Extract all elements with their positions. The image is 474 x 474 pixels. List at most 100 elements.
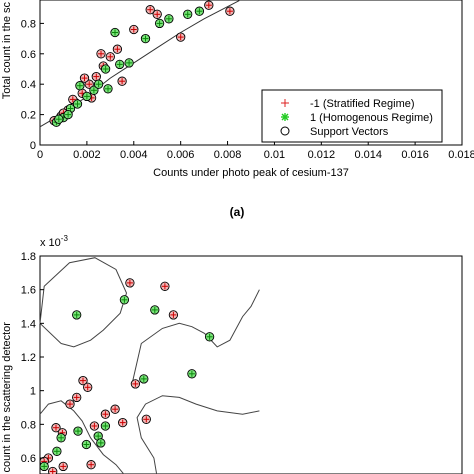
chart-b-point <box>110 404 120 414</box>
chart-a-x-tick-label: 0.018 <box>448 149 474 161</box>
chart-b-point <box>139 374 149 384</box>
chart-b-y-tick-label: 1 <box>30 386 36 398</box>
chart-b-point <box>86 460 96 470</box>
chart-b-point <box>168 310 179 320</box>
chart-b-point <box>119 295 130 305</box>
chart-a-x-tick-label: 0.016 <box>401 149 429 161</box>
chart-b-y-tick-label: 0.8 <box>21 419 36 431</box>
chart-b-point <box>72 310 82 320</box>
chart-a-point <box>103 84 113 94</box>
chart-a-y-tick-label: 0.2 <box>21 110 36 122</box>
chart-b-point <box>51 423 61 433</box>
chart-b-point <box>81 439 92 450</box>
chart-b-point <box>125 278 135 288</box>
chart-b-y-axis-label: l count in the scattering detector <box>1 322 13 474</box>
chart-a-point <box>54 114 64 124</box>
chart-b-y-tick-label: 1.2 <box>21 352 36 364</box>
chart-a-x-axis-label: Counts under photo peak of cesium-137 <box>153 167 349 179</box>
chart-b-multiplier: x 10-3 <box>40 234 68 249</box>
chart-a-point <box>194 6 205 16</box>
chart-b-point <box>160 281 170 291</box>
chart-a-point <box>79 73 90 83</box>
chart-a-point <box>225 6 235 16</box>
chart-a-point <box>164 14 174 24</box>
chart-b-point <box>72 392 82 403</box>
chart-b-point <box>100 421 111 431</box>
chart-b-point <box>187 369 197 379</box>
legend-label-homogenous: 1 (Homogenous Regime) <box>310 112 433 124</box>
legend-entry-support-vectors: Support Vectors <box>280 126 389 138</box>
chart-b-boundary-curve <box>136 395 260 474</box>
chart-b-point <box>39 461 49 472</box>
chart-b-y-tick-label: 1.8 <box>21 251 36 263</box>
chart-b-point <box>83 382 93 392</box>
chart-a-y-axis-label: Total count in the sc <box>1 2 13 100</box>
chart-a-point <box>176 32 186 42</box>
chart-b-point <box>150 305 160 315</box>
chart-b-point <box>118 417 128 428</box>
chart-b-point <box>56 433 66 443</box>
chart-a-legend: -1 (Stratified Regime) 1 (Homogenous Reg… <box>261 89 443 143</box>
panel-label: (a) <box>230 205 245 219</box>
chart-a-x-tick-label: 0.008 <box>214 149 242 161</box>
chart-a-point <box>75 81 85 91</box>
chart-a-y-tick-label: 0.6 <box>21 49 36 61</box>
legend-entry-homogenous: 1 (Homogenous Regime) <box>281 112 433 124</box>
chart-a-point <box>63 109 73 120</box>
chart-a-point <box>91 71 101 82</box>
chart-a-y-ticks: 0 0.2 0.4 0.6 0.8 <box>21 18 44 152</box>
chart-a-y-tick-label: 0.8 <box>21 18 36 30</box>
chart-a-point <box>100 64 111 74</box>
chart-a-point <box>82 91 92 102</box>
chart-b-y-tick-label: 0.6 <box>21 453 36 465</box>
chart-a-x-tick-label: 0.01 <box>264 149 285 161</box>
chart-a-point <box>96 49 106 59</box>
chart-b-point <box>78 375 88 386</box>
chart-b-point <box>58 461 68 472</box>
chart-a-x-tick-label: 0.004 <box>120 149 148 161</box>
chart-b-decision-boundaries <box>39 257 260 474</box>
chart-a-point <box>89 85 99 95</box>
chart-b-point <box>89 421 100 431</box>
chart-b-y-tick-label: 1.4 <box>21 318 36 330</box>
legend-marker-red-plus <box>281 99 289 107</box>
legend-label-support-vectors: Support Vectors <box>310 126 389 138</box>
chart-a-point <box>124 58 134 68</box>
chart-a-point <box>204 0 214 10</box>
legend-label-stratified: -1 (Stratified Regime) <box>310 98 415 110</box>
legend-marker-green-star <box>281 113 289 121</box>
chart-b-marks <box>39 278 215 474</box>
chart-b-boundary-curve <box>39 400 125 474</box>
chart-b-point <box>130 379 141 389</box>
chart-a-point <box>115 59 125 70</box>
chart-a-point <box>93 79 104 89</box>
legend-entry-stratified: -1 (Stratified Regime) <box>281 98 415 110</box>
chart-a-x-tick-label: 0.002 <box>73 149 101 161</box>
chart-b-y-ticks: 0.6 0.8 1 1.2 1.4 1.6 1.8 <box>21 251 44 465</box>
chart-a-point <box>129 24 139 35</box>
chart-b-plot-frame <box>39 255 463 474</box>
chart-a-point <box>105 52 115 62</box>
chart-a-x-tick-label: 0 <box>37 149 43 161</box>
chart-b-point <box>100 409 111 419</box>
chart-b-point <box>65 399 75 409</box>
chart-a-point <box>112 44 123 54</box>
chart-a-x-ticks: 0 0.002 0.004 0.006 0.008 0.01 0.012 0.014 0.016… <box>37 141 474 161</box>
chart-b-point <box>141 414 151 424</box>
chart-b-point <box>96 438 106 448</box>
chart-a-point <box>110 27 120 38</box>
chart-b: x 10-3 0.6 0.8 1 1.2 1.4 1.6 1.8 l count in th… <box>1 234 463 474</box>
chart-b-boundary-curve <box>39 257 128 348</box>
chart-a-point <box>152 9 162 19</box>
chart-a-point <box>145 5 155 15</box>
chart-a: 0 0.002 0.004 0.006 0.008 0.01 0.012 0.014 0.016… <box>1 0 474 179</box>
chart-a-x-tick-label: 0.014 <box>354 149 382 161</box>
chart-b-point <box>52 446 62 456</box>
legend-marker-circle <box>280 126 290 136</box>
chart-a-x-tick-label: 0.006 <box>167 149 195 161</box>
chart-b-boundary-curve <box>132 289 260 381</box>
chart-b-point <box>73 426 83 436</box>
chart-a-point <box>154 18 165 29</box>
chart-a-point <box>183 9 193 19</box>
